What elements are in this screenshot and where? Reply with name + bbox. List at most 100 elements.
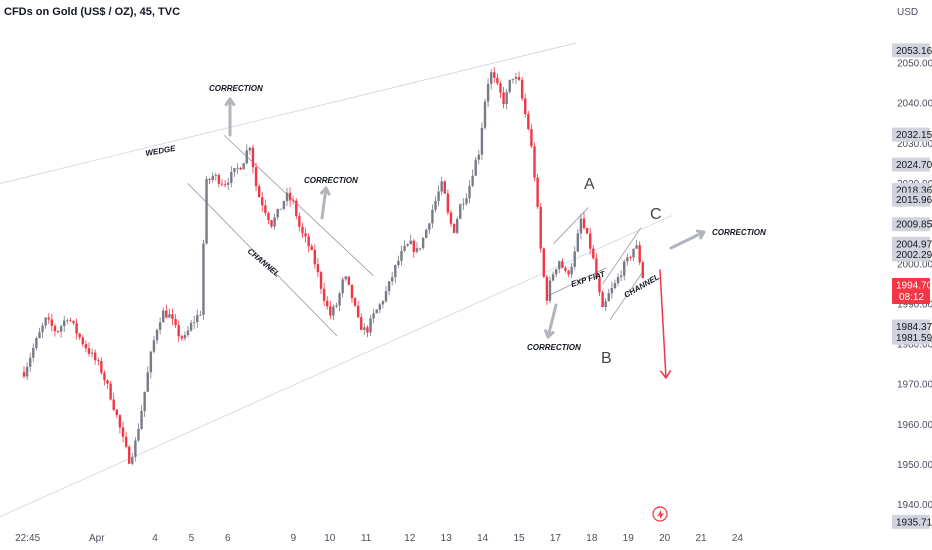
candle: [162, 307, 165, 323]
candle: [632, 248, 635, 262]
x-tick-label: 9: [291, 533, 297, 544]
candle: [381, 299, 385, 309]
candle: [366, 325, 369, 338]
candle: [251, 144, 255, 174]
candle: [462, 198, 465, 210]
channel-2-upper: [602, 227, 642, 285]
correction-label-4: CORRECTION: [712, 228, 766, 237]
candle: [59, 324, 63, 338]
svg-text:08:12: 08:12: [899, 292, 924, 303]
candle: [564, 266, 567, 273]
y-tick-label: 1940.00: [897, 500, 932, 511]
wave-label-b: B: [601, 350, 612, 367]
candle: [223, 180, 227, 188]
candle: [425, 228, 428, 239]
candle: [35, 336, 38, 351]
candle: [585, 227, 589, 235]
candle: [384, 285, 388, 303]
candle: [233, 167, 236, 177]
candle: [387, 280, 391, 296]
candle: [561, 258, 564, 269]
y-tick-label: 2030.00: [897, 139, 932, 150]
candle: [431, 204, 434, 229]
candle: [341, 277, 344, 298]
exp-flat-label: EXP FIAT: [570, 269, 607, 289]
x-tick-label: 24: [732, 533, 744, 544]
candle: [165, 304, 168, 319]
x-tick-label: 19: [623, 533, 635, 544]
candle: [298, 212, 301, 232]
candle: [474, 156, 477, 176]
candle: [322, 282, 326, 306]
candle: [288, 187, 292, 207]
candle: [369, 314, 372, 337]
candle: [514, 72, 518, 85]
x-tick-label: 22:45: [15, 533, 40, 544]
candle: [344, 275, 347, 282]
correction-label-1: CORRECTION: [209, 84, 263, 93]
candle: [227, 177, 230, 191]
candle: [158, 317, 162, 335]
channel-1-upper: [223, 134, 374, 277]
candle: [124, 431, 128, 449]
candle: [468, 180, 471, 204]
svg-text:1935.71: 1935.71: [896, 517, 932, 528]
candle: [177, 320, 180, 342]
candle: [230, 166, 233, 188]
candle: [434, 196, 437, 213]
time-axis[interactable]: 22:45 Apr 4 5 6 9 10 11 12 13 14 15 17 18 19 20 21 24: [15, 533, 743, 544]
candle: [551, 271, 555, 282]
candle: [542, 247, 545, 279]
candle: [548, 276, 552, 304]
x-tick-label: 11: [361, 533, 372, 544]
candle: [192, 315, 196, 330]
svg-text:2018.36: 2018.36: [896, 186, 932, 197]
candle: [276, 208, 279, 220]
candle: [394, 264, 397, 284]
candle: [465, 193, 468, 206]
candle: [50, 313, 54, 332]
candle: [38, 327, 41, 339]
candle: [505, 88, 508, 110]
x-tick-label: 13: [441, 533, 453, 544]
candle: [149, 350, 153, 379]
candle: [347, 276, 351, 286]
candle: [570, 262, 573, 279]
candle: [524, 93, 527, 118]
candle: [56, 330, 60, 334]
candle: [44, 316, 47, 329]
svg-text:2015.96: 2015.96: [896, 195, 932, 206]
candle: [186, 325, 190, 338]
y-tick-label: 1990.00: [897, 299, 932, 310]
candle: [134, 437, 137, 462]
candle: [613, 279, 617, 290]
candle: [517, 71, 521, 82]
candle: [310, 243, 313, 251]
candle: [326, 296, 329, 310]
candle: [437, 185, 440, 206]
candle: [245, 144, 248, 165]
candle: [477, 149, 481, 165]
candle: [137, 423, 140, 442]
candle: [589, 227, 592, 255]
x-tick-label: 14: [477, 533, 489, 544]
expflat-upper: [553, 207, 589, 244]
candle: [579, 213, 583, 240]
candle: [415, 242, 419, 254]
candle: [72, 320, 75, 326]
candle: [533, 142, 536, 182]
candle: [168, 308, 171, 318]
svg-text:2009.85: 2009.85: [896, 220, 932, 231]
price-label: 2015.96: [892, 192, 932, 207]
wedge-upper-line: [0, 42, 577, 184]
price-label: 2002.29: [892, 247, 932, 262]
candle: [69, 317, 72, 323]
candle: [353, 297, 357, 308]
candle: [508, 79, 511, 94]
candle: [496, 73, 499, 86]
candle: [626, 253, 629, 266]
candle: [97, 357, 100, 366]
x-tick-label: Apr: [89, 533, 105, 544]
candles-layer: [22, 67, 644, 466]
